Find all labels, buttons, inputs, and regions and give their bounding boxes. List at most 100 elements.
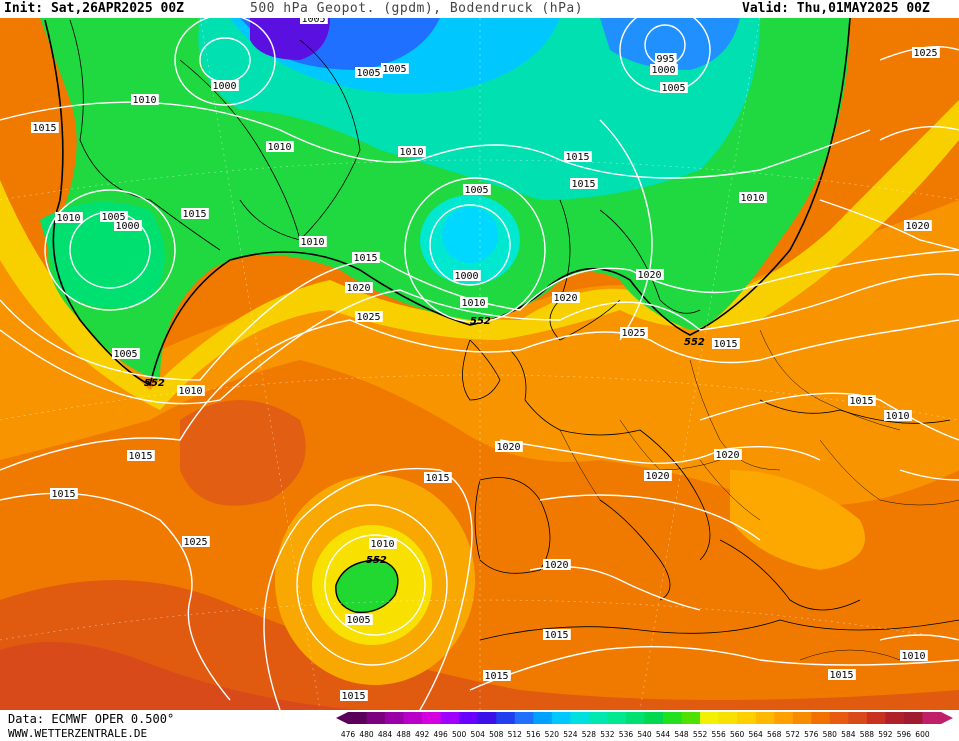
data-source: Data: ECMWF OPER 0.500° [8,712,175,726]
field-violet-core [250,18,330,60]
field-orange-light [0,200,959,506]
scale-tick-label: 548 [674,730,689,739]
isobar-label-text: 1010 [902,651,926,662]
isobar-label-text: 1005 [662,83,686,94]
isobar-label-text: 1000 [652,65,676,76]
init-time: Init: Sat,26APR2025 00Z [4,1,185,16]
isobar-label: 1015 [483,670,511,682]
scale-tick-label: 508 [489,730,504,739]
scale-swatch [885,712,905,724]
scale-swatch [829,712,849,724]
isobar-label-text: 1020 [638,270,662,281]
scale-swatch [792,712,812,724]
scale-swatch [663,712,683,724]
contour-552-label: 552 [470,316,491,327]
field-yellow-band [0,100,959,410]
field-red-southwest [0,642,360,710]
isobar-label-text: 1010 [179,386,203,397]
contour-552-labels: 552 552 552 552 [144,316,705,566]
isobar-label-text: 1005 [114,349,138,360]
isobar-label: 1010 [369,538,397,550]
scale-swatch [477,712,497,724]
scale-swatch [848,712,868,724]
isobar-label-text: 1025 [184,537,208,548]
scale-swatch [755,712,775,724]
contour-552-label: 552 [684,337,705,348]
isobar-label: 1000 [650,64,678,76]
scale-tick-label: 504 [471,730,486,739]
scale-swatch [625,712,645,724]
scale-tick-label: 556 [711,730,726,739]
isobar-label: 1015 [828,669,856,681]
isobar-label-text: 1000 [116,221,140,232]
isobar-label-text: 1020 [497,442,521,453]
isobar-label: 1010 [900,650,928,662]
scale-swatch [774,712,794,724]
scale-tick-label: 560 [730,730,745,739]
isobar-label: 1015 [31,122,59,134]
scale-swatch [366,712,386,724]
isobar-label: 1010 [131,94,159,106]
isobar-label: 1005 [112,348,140,360]
scale-swatch [866,712,886,724]
scale-tick-label: 520 [545,730,560,739]
isobar-label: 1005 [381,63,409,75]
isobar-label-text: 1015 [426,473,450,484]
scale-swatch [922,712,942,724]
isobar-label: 1005 [463,184,491,196]
isobar-label-text: 1015 [183,209,207,220]
isobar-label-text: 1005 [357,68,381,79]
valid-time: Valid: Thu,01MAY2025 00Z [742,1,930,16]
isobar-label-text: 1005 [102,212,126,223]
isobar-label-text: 1020 [545,560,569,571]
isobar-label-text: 1015 [714,339,738,350]
isobar-label-text: 1000 [455,271,479,282]
isobar-label-text: 1005 [465,185,489,196]
scale-tick-label: 600 [915,730,930,739]
isobar-label-text: 1010 [133,95,157,106]
scale-swatch [570,712,590,724]
scale-tick-label: 584 [841,730,856,739]
isobar-label-text: 1015 [545,630,569,641]
isobar-label: 1015 [181,208,209,220]
weather-map[interactable]: 552 552 552 552 1005 1000 1010 1015 1005 1005… [0,18,959,710]
scale-tick-label: 592 [878,730,893,739]
isobar-label-text: 1010 [57,213,81,224]
scale-swatch [700,712,720,724]
isobar-label: 1015 [712,338,740,350]
scale-tick-label: 580 [823,730,838,739]
isobar-label-text: 1020 [347,283,371,294]
scale-swatch [718,712,738,724]
isobar-label: 1020 [904,220,932,232]
isobar-label: 1010 [884,410,912,422]
website-credit: WWW.WETTERZENTRALE.DE [8,727,148,740]
isobar-label: 1000 [211,80,239,92]
scale-tick-label: 524 [563,730,578,739]
isobar-label: 1015 [848,395,876,407]
isobar-label-text: 1015 [129,451,153,462]
field-red-south [0,580,959,710]
isobar-label-text: 1015 [830,670,854,681]
scale-tick-label: 528 [582,730,597,739]
isobar-label: 1005 [300,18,328,25]
scale-arrow-left [336,712,348,724]
scale-tick-label: 552 [693,730,708,739]
isobar-label: 1015 [543,629,571,641]
isobar-label-text: 1020 [716,450,740,461]
scale-tick-label: 568 [767,730,782,739]
scale-tick-label: 536 [619,730,634,739]
scale-swatch [681,712,701,724]
scale-tick-label: 480 [359,730,374,739]
isobar-label: 1000 [114,220,142,232]
isobar-label-text: 1005 [302,18,326,25]
contour-552-label: 552 [144,378,165,389]
country-borders [559,329,959,661]
isobar-label-text: 995 [657,54,675,65]
scale-swatch [737,712,757,724]
scale-swatch [607,712,627,724]
isobar-label-text: 1025 [357,312,381,323]
scale-swatch [440,712,460,724]
isobar-label: 1020 [495,441,523,453]
isobar-label: 1015 [50,488,78,500]
isobar-label-text: 1015 [850,396,874,407]
